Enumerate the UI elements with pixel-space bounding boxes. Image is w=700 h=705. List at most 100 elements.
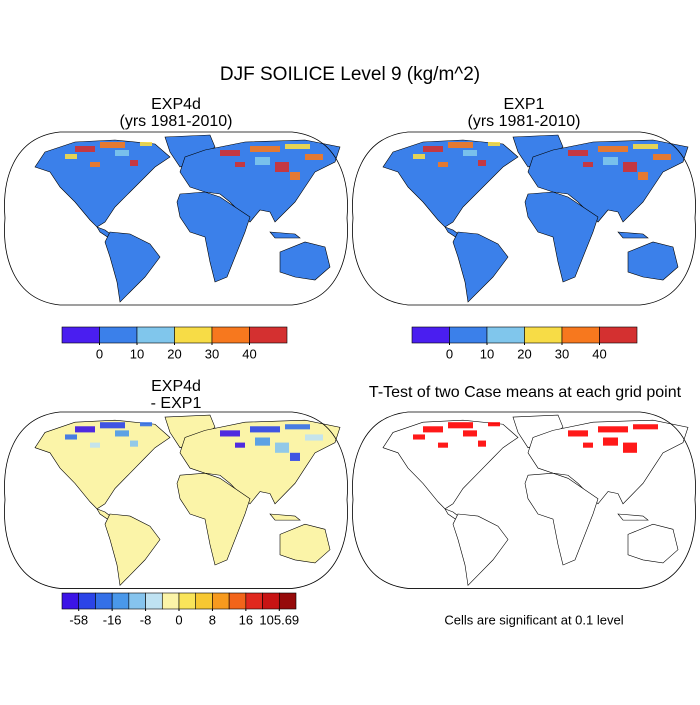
field-cell <box>583 162 593 167</box>
field-cell <box>598 426 628 433</box>
field-cell <box>568 430 588 437</box>
field-cell <box>115 430 129 437</box>
field-cell <box>448 422 473 429</box>
field-cell <box>448 142 473 148</box>
colorbar-box <box>561 326 600 344</box>
colorbar-box <box>212 592 230 610</box>
field-cell <box>598 146 628 152</box>
field-cell <box>220 150 240 156</box>
field-cell <box>438 442 448 448</box>
colorbar-box <box>128 592 146 610</box>
field-cell <box>140 142 152 146</box>
field-cell <box>65 434 77 440</box>
field-cell <box>438 162 448 167</box>
field-cell <box>568 150 588 156</box>
field-cell <box>478 160 486 166</box>
field-cell <box>285 424 310 430</box>
colorbar-tick-label: -16 <box>103 612 122 627</box>
colorbar-tick-label: 10 <box>480 346 494 361</box>
field-cell <box>603 437 618 446</box>
field-cell <box>90 162 100 167</box>
colorbar-tick-label: 20 <box>517 346 531 361</box>
colorbar-box <box>111 592 130 610</box>
panel-subtitle: (yrs 1981-2010) <box>120 113 233 130</box>
colorbar-box <box>145 592 163 610</box>
colorbar-box <box>228 592 247 610</box>
colorbar-box <box>245 592 263 610</box>
colorbar-box <box>174 326 213 344</box>
panel-note: Cells are significant at 0.1 level <box>444 612 623 627</box>
field-cell <box>583 442 593 448</box>
field-cell <box>290 452 300 461</box>
colorbar-box <box>278 592 297 610</box>
panel-title: EXP4d <box>151 378 201 395</box>
field-cell <box>75 146 95 152</box>
colorbar-box <box>78 592 96 610</box>
colorbar-box <box>411 326 450 344</box>
field-cell <box>638 172 648 180</box>
field-cell <box>290 172 300 180</box>
field-cell <box>423 426 443 433</box>
colorbar-box <box>599 326 638 344</box>
colorbar-tick-label: 30 <box>205 346 219 361</box>
field-cell <box>75 426 95 433</box>
colorbar-box <box>449 326 488 344</box>
field-cell <box>250 426 280 433</box>
land <box>34 134 341 303</box>
map <box>4 131 348 306</box>
field-cell <box>235 162 245 167</box>
colorbar-tick-label: 16 <box>239 612 253 627</box>
colorbar-tick-label: 0 <box>175 612 182 627</box>
field-cell <box>413 434 425 440</box>
colorbar-tick-label: -58 <box>69 612 88 627</box>
colorbar-box <box>195 592 213 610</box>
colorbar-tick-label: 8 <box>209 612 216 627</box>
field-cell <box>423 146 443 152</box>
field-cell <box>250 146 280 152</box>
colorbar-box <box>61 592 80 610</box>
map <box>4 411 348 589</box>
colorbar-tick-label: 40 <box>242 346 256 361</box>
colorbar-tick-label: 30 <box>555 346 569 361</box>
land <box>382 414 689 586</box>
field-cell <box>275 442 289 453</box>
panel-subtitle: (yrs 1981-2010) <box>468 113 581 130</box>
colorbar-box <box>161 592 180 610</box>
field-cell <box>478 440 486 447</box>
field-cell <box>633 144 658 149</box>
field-cell <box>90 442 100 448</box>
colorbar-tick-label: 0 <box>96 346 103 361</box>
field-cell <box>488 142 500 146</box>
colorbar-tick-label: 105.69 <box>259 612 299 627</box>
field-cell <box>463 430 477 437</box>
colorbar-box <box>99 326 138 344</box>
field-cell <box>220 430 240 437</box>
field-cell <box>305 154 323 160</box>
land <box>382 134 689 303</box>
field-cell <box>255 437 270 446</box>
land <box>34 414 341 586</box>
panel-subtitle: - EXP1 <box>151 395 202 412</box>
colorbar-box <box>524 326 563 344</box>
map <box>352 131 696 306</box>
field-cell <box>235 442 245 448</box>
field-cell <box>115 150 129 156</box>
colorbar-box <box>486 326 525 344</box>
map <box>352 411 696 589</box>
colorbar-tick-label: 40 <box>592 346 606 361</box>
field-cell <box>653 154 671 160</box>
field-cell <box>130 440 138 447</box>
field-cell <box>633 424 658 430</box>
figure-title: DJF SOILICE Level 9 (kg/m^2) <box>220 64 480 85</box>
colorbar-box <box>262 592 280 610</box>
field-cell <box>623 442 637 453</box>
colorbar-box <box>178 592 197 610</box>
field-cell <box>140 422 152 427</box>
field-cell <box>488 422 500 427</box>
colorbar-tick-label: 10 <box>130 346 144 361</box>
field-cell <box>463 150 477 156</box>
field-cell <box>275 162 289 172</box>
colorbar-box <box>211 326 250 344</box>
field-cell <box>130 160 138 166</box>
